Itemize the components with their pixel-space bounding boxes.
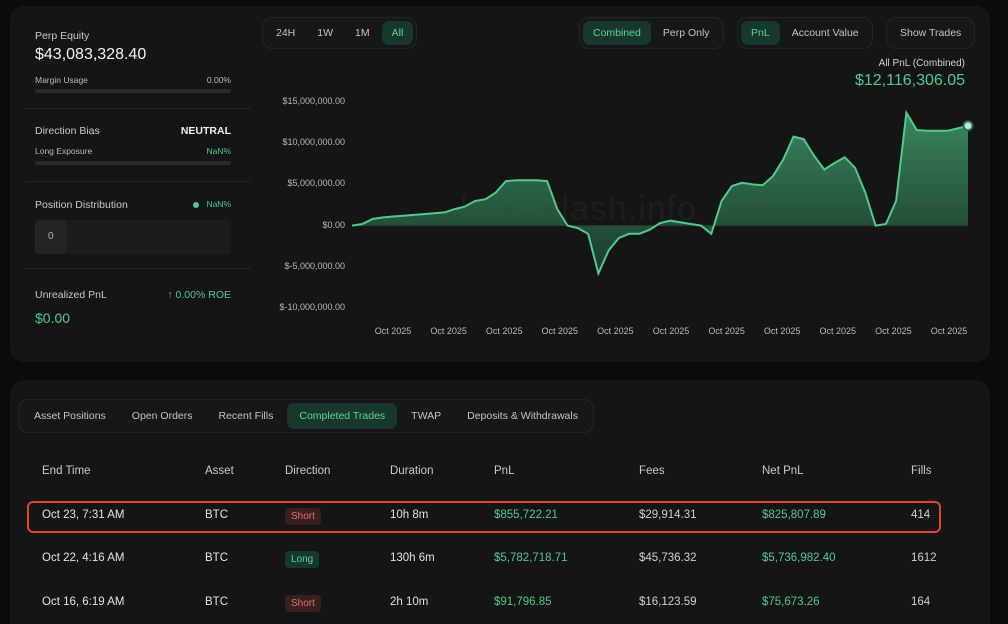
cell-fees: $45,736.32	[639, 552, 697, 564]
direction-bias-label: Direction Bias	[35, 125, 100, 137]
column-header-pnl[interactable]: PnL	[494, 465, 515, 477]
arrow-up-icon: ↑	[167, 289, 176, 301]
column-header-duration[interactable]: Duration	[390, 465, 434, 477]
trades-tabs: Asset Positions Open Orders Recent Fills…	[18, 399, 594, 433]
x-tick-label: Oct 2025	[819, 326, 857, 336]
cell-asset: BTC	[205, 552, 228, 564]
long-exposure-value: NaN%	[206, 146, 231, 156]
y-tick-label: $5,000,000.00	[287, 178, 345, 189]
x-tick-label: Oct 2025	[541, 326, 579, 336]
time-range-selector: 24H 1W 1M All	[262, 17, 418, 49]
y-tick-label: $10,000,000.00	[282, 137, 345, 148]
x-tick-label: Oct 2025	[652, 326, 690, 336]
cell-net-pnl: $825,807.89	[762, 509, 826, 521]
x-tick-label: Oct 2025	[875, 326, 912, 336]
time-range-1m[interactable]: 1M	[355, 27, 370, 39]
direction-badge: Long	[285, 551, 320, 568]
x-tick-label: Oct 2025	[430, 326, 467, 336]
x-tick-label: Oct 2025	[763, 326, 801, 336]
position-distribution-value: NaN%	[206, 199, 231, 209]
y-tick-label: $15,000,000.00	[282, 96, 345, 106]
cell-fills: 414	[911, 509, 931, 521]
unrealized-pnl-roe: ↑ 0.00% ROE	[167, 289, 231, 301]
column-header-net-pnl[interactable]: Net PnL	[762, 465, 804, 477]
position-count: 0	[48, 231, 54, 242]
time-range-1w[interactable]: 1W	[317, 27, 334, 39]
position-distribution-bar: 0	[35, 220, 231, 254]
y-tick-label: $-10,000,000.00	[279, 302, 345, 312]
chart-header-value: $12,116,306.05	[854, 72, 965, 89]
tab-deposits-withdrawals[interactable]: Deposits & Withdrawals	[467, 410, 578, 422]
cell-asset: BTC	[205, 509, 228, 521]
mode-perp-only[interactable]: Perp Only	[662, 27, 710, 39]
direction-badge: Short	[285, 508, 321, 525]
cell-fees: $16,123.59	[639, 596, 697, 608]
divider	[25, 181, 251, 182]
divider	[25, 268, 251, 269]
cell-end-time: Oct 16, 6:19 AM	[42, 596, 125, 608]
y-tick-label: $-5,000,000.00	[284, 260, 345, 271]
pnl-area	[352, 112, 968, 274]
latest-point-marker[interactable]	[962, 120, 974, 132]
position-distribution-label: Position Distribution	[35, 199, 128, 211]
pnl-chart	[351, 109, 974, 277]
time-range-24h[interactable]: 24H	[276, 27, 296, 39]
chart-mode-selector: Combined Perp Only	[579, 17, 724, 49]
tab-asset-positions[interactable]: Asset Positions	[34, 410, 106, 422]
long-exposure-label: Long Exposure	[35, 146, 93, 156]
margin-usage-label: Margin Usage	[35, 75, 88, 85]
highlighted-row-outline	[27, 501, 941, 533]
direction-badge: Short	[285, 595, 321, 612]
pnl-line	[351, 109, 969, 277]
x-tick-label: Oct 2025	[485, 326, 523, 336]
status-dot-icon	[193, 202, 199, 208]
cell-pnl: $855,722.21	[494, 509, 558, 521]
perp-equity-value: $43,083,328.40	[35, 46, 147, 63]
time-range-all[interactable]: All	[381, 21, 414, 45]
cell-fills: 164	[911, 596, 931, 608]
divider	[25, 108, 251, 109]
cell-asset: BTC	[205, 596, 228, 608]
y-tick-label: $0.00	[322, 219, 345, 230]
column-header-asset[interactable]: Asset	[205, 465, 234, 477]
x-tick-label: Oct 2025	[374, 326, 412, 336]
column-header-end-time[interactable]: End Time	[42, 465, 91, 477]
cell-duration: 130h 6m	[390, 552, 435, 564]
cell-fills: 1612	[911, 552, 937, 564]
long-exposure-bar	[35, 161, 231, 165]
x-tick-label: Oct 2025	[930, 326, 968, 336]
tab-completed-trades[interactable]: Completed Trades	[287, 403, 398, 429]
mode-combined[interactable]: Combined	[583, 21, 651, 45]
show-trades-button[interactable]: Show Trades	[900, 27, 962, 39]
direction-bias-value: NEUTRAL	[180, 125, 231, 137]
perp-equity-label: Perp Equity	[35, 30, 90, 42]
column-header-fees[interactable]: Fees	[639, 465, 665, 477]
unrealized-pnl-label: Unrealized PnL	[35, 289, 107, 301]
cell-duration: 2h 10m	[390, 596, 429, 608]
cell-end-time: Oct 23, 7:31 AM	[42, 509, 125, 521]
cell-end-time: Oct 22, 4:16 AM	[42, 552, 125, 564]
metric-account-value[interactable]: Account Value	[791, 27, 859, 39]
tab-recent-fills[interactable]: Recent Fills	[218, 410, 274, 422]
column-header-fills[interactable]: Fills	[911, 465, 932, 477]
x-tick-label: Oct 2025	[708, 326, 745, 336]
cell-fees: $29,914.31	[639, 509, 697, 521]
margin-usage-value: 0.00%	[206, 75, 231, 85]
margin-usage-bar	[35, 89, 231, 93]
tab-open-orders[interactable]: Open Orders	[131, 410, 193, 422]
tab-twap[interactable]: TWAP	[411, 410, 442, 422]
column-header-direction[interactable]: Direction	[285, 465, 331, 477]
cell-pnl: $5,782,718.71	[494, 552, 568, 564]
metric-pnl[interactable]: PnL	[741, 21, 780, 45]
cell-pnl: $91,796.85	[494, 596, 552, 608]
show-trades-toggle: Show Trades	[886, 17, 976, 49]
cell-duration: 10h 8m	[390, 509, 429, 521]
cell-net-pnl: $5,736,982.40	[762, 552, 836, 564]
x-tick-label: Oct 2025	[597, 326, 634, 336]
chart-header-label: All PnL (Combined)	[878, 58, 965, 69]
unrealized-pnl-value: $0.00	[35, 310, 71, 326]
cell-net-pnl: $75,673.26	[762, 596, 820, 608]
chart-metric-selector: PnL Account Value	[737, 17, 873, 49]
